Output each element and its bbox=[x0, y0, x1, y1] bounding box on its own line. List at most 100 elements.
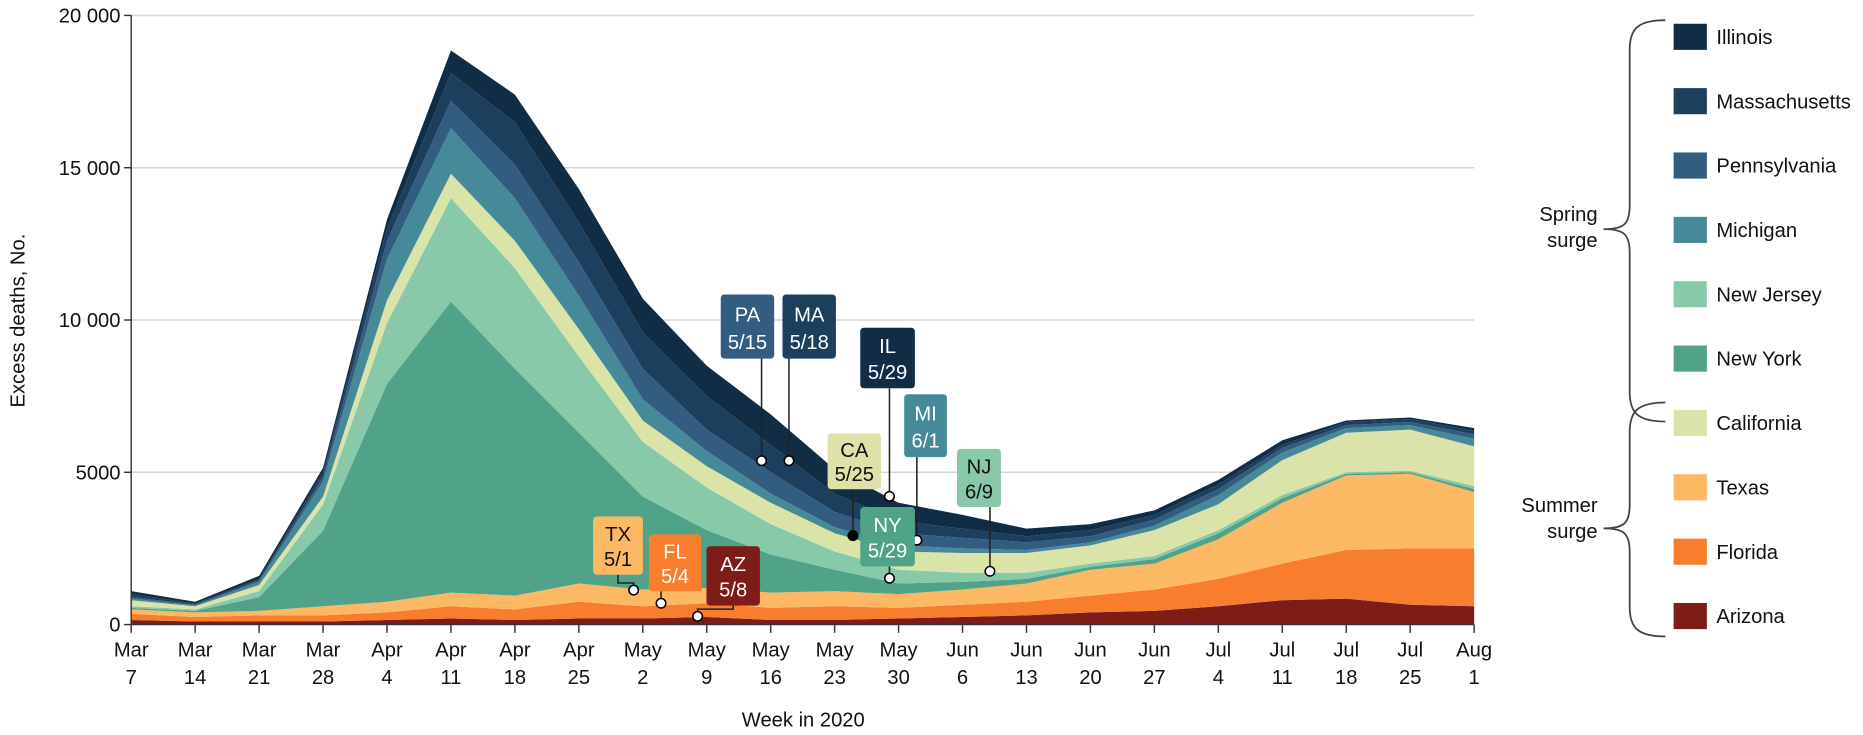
legend-swatch bbox=[1673, 409, 1707, 437]
y-tick-label: 5000 bbox=[76, 462, 121, 484]
x-tick-label-month: Mar bbox=[242, 640, 277, 662]
annotation-marker bbox=[783, 455, 795, 467]
annotation-state: PA bbox=[735, 304, 761, 326]
area-michigan bbox=[131, 128, 1475, 607]
annotation-nj: NJ 6/9 bbox=[957, 448, 1001, 577]
x-tick-label-day: 21 bbox=[248, 667, 270, 689]
annotation-date: 5/18 bbox=[790, 332, 829, 354]
annotation-date: 5/29 bbox=[868, 540, 907, 562]
x-tick-label-day: 9 bbox=[701, 667, 712, 689]
annotation-date: 5/4 bbox=[661, 566, 689, 588]
annotation-marker bbox=[883, 490, 895, 502]
spring-surge-brace bbox=[1603, 19, 1666, 423]
annotation-box bbox=[648, 534, 702, 592]
legend-item-arizona: Arizona bbox=[1673, 602, 1786, 630]
stacked-areas bbox=[131, 50, 1475, 625]
legend-swatch bbox=[1673, 88, 1707, 115]
annotation-date: 5/8 bbox=[719, 580, 747, 602]
annotation-il: IL 5/29 bbox=[860, 327, 915, 502]
legend-label: Massachusetts bbox=[1716, 91, 1851, 113]
x-tick-label-day: 30 bbox=[887, 667, 909, 689]
x-tick-label-day: 13 bbox=[1015, 667, 1037, 689]
legend-item-california: California bbox=[1673, 409, 1802, 437]
annotation-box bbox=[860, 327, 915, 389]
annotation-state: TX bbox=[605, 524, 631, 546]
y-tick-label: 10 000 bbox=[59, 310, 121, 332]
area-pennsylvania bbox=[131, 100, 1475, 606]
legend-label: Pennsylvania bbox=[1716, 156, 1837, 178]
legend-swatch bbox=[1673, 474, 1707, 501]
legend-swatch bbox=[1673, 602, 1707, 630]
x-tick-label-month: May bbox=[624, 640, 663, 662]
legend-label: Illinois bbox=[1716, 27, 1772, 49]
x-tick-label-day: 11 bbox=[1272, 667, 1293, 689]
annotation-box bbox=[720, 294, 775, 359]
area-florida bbox=[131, 548, 1475, 622]
x-tick-label-day: 2 bbox=[637, 667, 648, 689]
legend-swatch bbox=[1673, 216, 1707, 243]
annotation-ny: NY 5/29 bbox=[860, 507, 915, 584]
area-california bbox=[131, 173, 1475, 610]
legend-item-illinois: Illinois bbox=[1673, 23, 1772, 50]
legend-swatch bbox=[1673, 23, 1707, 50]
x-tick-label-day: 14 bbox=[184, 667, 206, 689]
x-tick-label-month: Jun bbox=[1138, 640, 1171, 662]
x-tick-label-month: Apr bbox=[435, 640, 467, 662]
legend: Illinois Massachusetts Pennsylvania Michiga… bbox=[1521, 19, 1851, 638]
x-tick-label-day: 16 bbox=[759, 667, 781, 689]
legend-item-texas: Texas bbox=[1673, 474, 1769, 501]
x-tick-label-month: Mar bbox=[178, 640, 213, 662]
annotation-az: AZ 5/8 bbox=[692, 546, 760, 622]
annotation-state: FL bbox=[663, 541, 687, 563]
annotation-marker bbox=[692, 610, 704, 622]
legend-label: Michigan bbox=[1716, 220, 1797, 242]
annotation-state: NJ bbox=[967, 456, 992, 478]
x-tick-label-day: 7 bbox=[126, 667, 137, 689]
legend-item-massachusetts: Massachusetts bbox=[1673, 88, 1851, 115]
x-tick-label-month: Jun bbox=[946, 640, 979, 662]
annotation-ca: CA5/25 bbox=[827, 433, 882, 542]
gridlines bbox=[131, 14, 1475, 474]
x-tick-label-day: 11 bbox=[440, 667, 461, 689]
annotation-box bbox=[957, 448, 1001, 508]
y-tick-label: 0 bbox=[109, 615, 120, 637]
legend-label: California bbox=[1716, 413, 1802, 435]
annotation-date: 5/25 bbox=[835, 464, 874, 486]
legend-item-pennsylvania: Pennsylvania bbox=[1673, 152, 1837, 179]
legend-label: Texas bbox=[1716, 477, 1769, 499]
legend-group-label: surge bbox=[1547, 230, 1597, 252]
legend-label: New Jersey bbox=[1716, 284, 1822, 306]
x-tick-label-day: 6 bbox=[957, 667, 968, 689]
annotation-pa: PA 5/15 bbox=[720, 294, 775, 467]
legend-label: Florida bbox=[1716, 542, 1778, 564]
y-tick-label: 20 000 bbox=[59, 6, 121, 28]
x-tick-label-day: 4 bbox=[1213, 667, 1224, 689]
summer-surge-brace bbox=[1603, 401, 1666, 638]
x-tick-label-month: Apr bbox=[371, 640, 403, 662]
annotation-state: NY bbox=[874, 515, 903, 537]
annotation-state: IL bbox=[879, 336, 896, 358]
annotation-marker bbox=[883, 572, 895, 584]
x-tick-label-day: 20 bbox=[1079, 667, 1101, 689]
x-tick-label-month: Mar bbox=[114, 640, 149, 662]
legend-swatch bbox=[1673, 152, 1707, 179]
annotation-state: MA bbox=[794, 304, 825, 326]
x-tick-label-month: Jul bbox=[1333, 640, 1359, 662]
x-tick-label-month: Jul bbox=[1397, 640, 1423, 662]
annotation-date: 6/9 bbox=[965, 481, 993, 503]
annotation-tx: TX 5/1 bbox=[593, 516, 643, 596]
x-tick-label-day: 4 bbox=[381, 667, 392, 689]
x-tick-label-day: 28 bbox=[312, 667, 334, 689]
annotation-state: CA bbox=[840, 440, 869, 462]
annotation-marker bbox=[628, 584, 640, 596]
legend-item-new-jersey: New Jersey bbox=[1673, 281, 1823, 308]
legend-group-label: surge bbox=[1547, 521, 1597, 543]
x-tick-label-month: May bbox=[752, 640, 791, 662]
annotation-state: AZ bbox=[720, 554, 746, 576]
annotation-ma: MA 5/18 bbox=[782, 294, 836, 467]
x-tick-label-month: Jun bbox=[1010, 640, 1043, 662]
annotation-date: 5/15 bbox=[728, 332, 767, 354]
annotation-mi: MI 6/1 bbox=[904, 394, 947, 546]
